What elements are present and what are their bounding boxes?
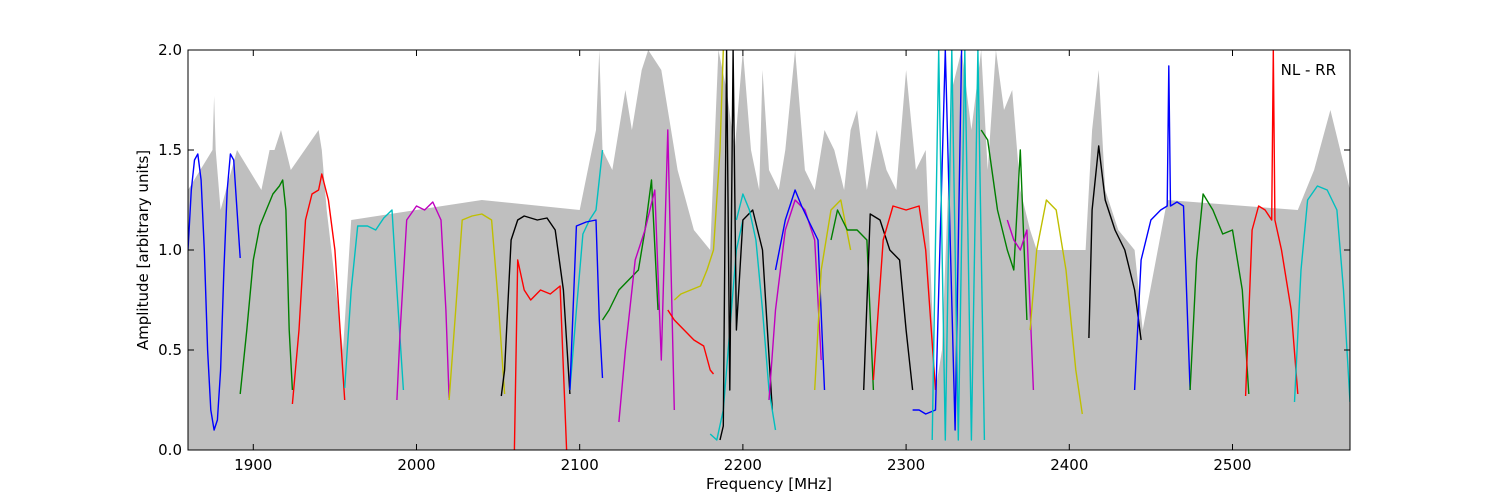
- series-line-13: [673, 50, 724, 301]
- series-line-25: [931, 50, 986, 441]
- series-line-26: [980, 129, 1028, 321]
- plot-annotation: NL - RR: [1281, 61, 1336, 79]
- series-line-19: [774, 189, 826, 391]
- series-line-6: [448, 213, 506, 401]
- series-line-30: [1133, 65, 1191, 391]
- y-tick-label: 0.5: [158, 341, 182, 359]
- series-line-17: [735, 193, 777, 431]
- x-tick-label: 2200: [724, 456, 762, 474]
- series-line-16: [719, 50, 773, 441]
- x-axis-label: Frequency [MHz]: [706, 475, 832, 493]
- y-tick-label: 1.0: [158, 241, 182, 259]
- series-line-4: [344, 209, 405, 391]
- x-tick-label: 2400: [1050, 456, 1088, 474]
- series-line-18: [768, 199, 822, 401]
- envelope-area: [188, 50, 1350, 450]
- series-line-12: [618, 129, 675, 423]
- y-axis: 0.0 0.5 1.0 1.5 2.0: [158, 41, 1350, 459]
- y-tick-label: 1.5: [158, 141, 182, 159]
- series-line-10: [569, 219, 604, 391]
- x-axis: 1900 2000 2100 2200 2300 2400 2500: [234, 50, 1252, 474]
- series-line-15: [709, 219, 744, 441]
- series-line-8: [513, 259, 568, 450]
- series-line-24: [912, 50, 963, 431]
- series-line-28: [1029, 199, 1083, 415]
- series-line-32: [1244, 50, 1299, 397]
- series-line-31: [1189, 193, 1250, 395]
- series-line-14: [667, 309, 715, 375]
- y-axis-label: Amplitude [arbitrary units]: [134, 150, 152, 350]
- series-line-1: [188, 153, 241, 431]
- series-line-23: [872, 205, 937, 391]
- series-line-3: [291, 173, 346, 405]
- series-line-2: [239, 179, 294, 395]
- series-line-33: [1293, 185, 1350, 403]
- series-line-27: [1006, 219, 1035, 391]
- series-line-5: [396, 201, 450, 401]
- x-tick-label: 2500: [1213, 456, 1251, 474]
- y-tick-label: 2.0: [158, 41, 182, 59]
- x-tick-label: 2000: [397, 456, 435, 474]
- series-line-20: [814, 199, 852, 391]
- x-tick-label: 2100: [561, 456, 599, 474]
- y-tick-label: 0.0: [158, 441, 182, 459]
- x-tick-label: 2300: [887, 456, 925, 474]
- plot-area: [188, 50, 1350, 450]
- series-line-9: [569, 149, 604, 391]
- series-line-22: [863, 213, 914, 391]
- series-line-7: [500, 215, 571, 397]
- series-line-29: [1088, 145, 1142, 341]
- x-tick-label: 1900: [234, 456, 272, 474]
